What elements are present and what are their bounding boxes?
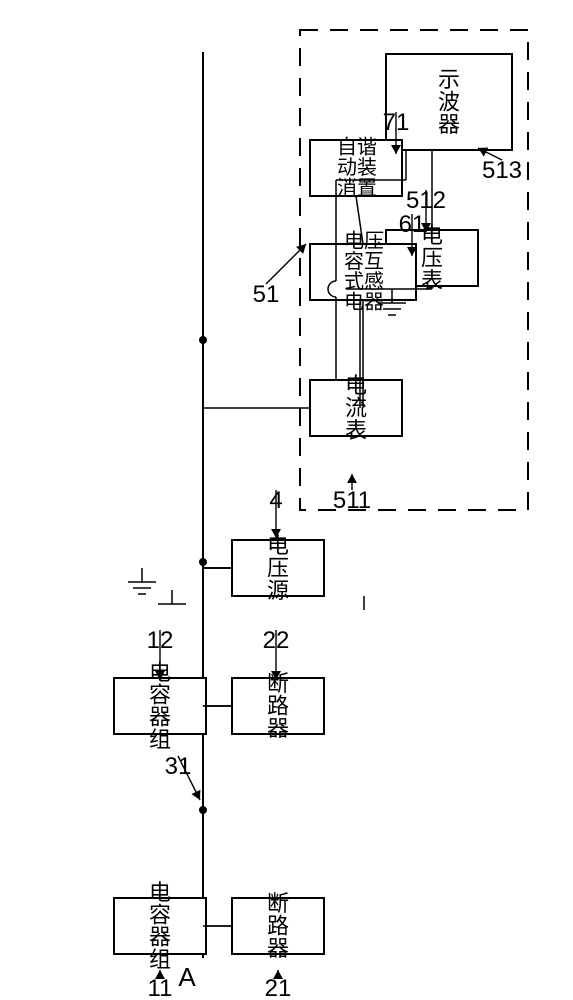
svg-text:压: 压 [421,246,443,271]
svg-text:容: 容 [149,682,171,707]
svg-text:器: 器 [149,925,171,950]
svg-text:器: 器 [149,705,171,730]
svg-text:装: 装 [357,156,377,179]
svg-text:器: 器 [438,112,460,137]
ref-513: 513 [482,157,522,184]
phase-label: A [178,962,196,992]
bus-node [199,806,207,814]
svg-text:源: 源 [267,578,289,603]
svg-text:压: 压 [267,556,289,581]
bus-node [199,336,207,344]
svg-text:组: 组 [149,947,171,972]
svg-text:互: 互 [364,251,384,273]
svg-text:组: 组 [149,727,171,752]
svg-text:电: 电 [267,533,289,558]
ref-511: 511 [333,487,371,514]
svg-text:电: 电 [344,291,364,314]
svg-text:电: 电 [149,880,171,905]
svg-text:器: 器 [267,936,289,961]
svg-text:表: 表 [345,418,367,443]
svg-text:示: 示 [438,67,460,92]
svg-text:容: 容 [344,250,364,273]
svg-text:路: 路 [267,914,289,939]
svg-text:波: 波 [438,90,460,115]
svg-text:路: 路 [267,694,289,719]
svg-text:压: 压 [364,230,384,252]
svg-text:动: 动 [337,156,357,179]
svg-text:谐: 谐 [357,136,377,159]
svg-text:器: 器 [267,716,289,741]
svg-text:自: 自 [337,136,357,159]
svg-text:容: 容 [149,902,171,927]
bus-node [199,558,207,566]
ref-51: 51 [253,281,280,308]
svg-text:断: 断 [267,891,289,916]
